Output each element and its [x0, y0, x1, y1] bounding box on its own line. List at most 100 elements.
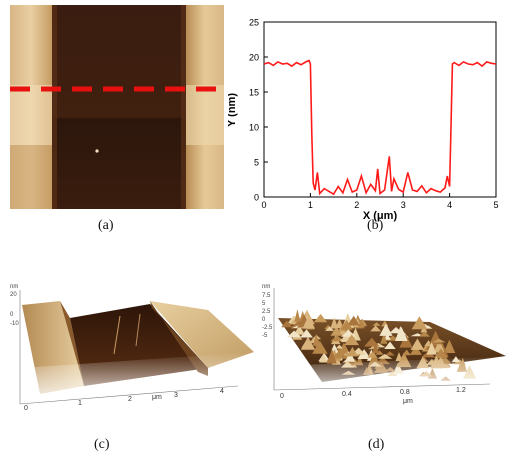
surface-grain — [293, 325, 305, 335]
surface-grain — [411, 316, 428, 330]
x-tick-1.2: 1.2 — [456, 387, 466, 394]
caption-d: (d) — [368, 437, 385, 452]
y-axis-label: Y (nm) — [228, 93, 238, 127]
surface-grain — [372, 322, 381, 326]
x-unit: μm — [403, 398, 413, 405]
surface-grain — [383, 332, 391, 340]
x-axis-label: X (μm) — [363, 210, 398, 222]
surface-grain — [384, 341, 396, 349]
surface-grain — [443, 339, 456, 353]
z-tick-5: 5 — [262, 301, 266, 307]
surface-grain — [384, 351, 395, 356]
z-tick-7.5: 7.5 — [262, 293, 271, 299]
profile-chart: 0 5 10 15 20 25 0 1 2 3 4 5 Y (nm) X (μm) — [226, 18, 499, 223]
caption-c: (c) — [94, 437, 110, 452]
surface-grain — [335, 351, 345, 356]
surface-grain — [344, 334, 359, 346]
trench-region — [52, 5, 186, 209]
surface-grain — [410, 338, 425, 350]
surface-grain — [418, 331, 430, 337]
surface-grain — [325, 326, 335, 331]
surface-grain — [301, 339, 313, 348]
surface-grain — [302, 315, 316, 329]
surface-grain — [409, 345, 422, 355]
y-tick-label: 0 — [254, 193, 259, 203]
z-tick-20: 20 — [10, 292, 17, 298]
x-tick-0: 0 — [24, 405, 28, 412]
surface-grain — [345, 351, 356, 362]
z-tick-0: 0 — [10, 312, 14, 318]
surface-grain — [312, 340, 328, 354]
right-wall-top — [150, 301, 254, 368]
surface-grain — [319, 353, 328, 363]
afm-3d-roughness-image: nm 7.5 5 2.5 0 -2.5 -5 0 0.4 0.8 μm 1.2 — [262, 284, 506, 405]
surface-grain — [372, 342, 379, 354]
z-tick-0: 0 — [262, 317, 266, 323]
y-tick-label: 20 — [249, 53, 259, 63]
surface-grain — [300, 329, 313, 338]
surface-grain — [377, 354, 393, 359]
z-unit-label: nm — [10, 284, 18, 290]
surface-grain — [364, 337, 380, 347]
x-tick-label: 1 — [308, 200, 313, 210]
surface-grain — [424, 340, 433, 347]
surface-grain — [379, 323, 393, 336]
surface-grain — [312, 333, 320, 346]
surface-grain — [330, 335, 344, 342]
surface-grain — [395, 326, 406, 341]
surface-grain — [335, 344, 343, 349]
surface-grain — [347, 315, 361, 326]
surface-grain — [340, 319, 353, 330]
surface-grain — [434, 348, 448, 358]
y-tick-label: 5 — [254, 158, 259, 168]
x-tick-3: 3 — [174, 392, 178, 399]
surface-grain — [367, 351, 378, 358]
x-tick-0.4: 0.4 — [342, 391, 352, 398]
x-tick-label: 2 — [354, 200, 359, 210]
x-tick-label: 3 — [401, 200, 406, 210]
z-tick-neg10: -10 — [10, 321, 19, 327]
x-tick-0: 0 — [280, 393, 284, 400]
surface-grain — [380, 333, 388, 344]
surface-grain — [331, 343, 338, 351]
afm-3d-trench-image: nm 20 0 -10 0 1 2 μm 3 4 — [10, 284, 254, 412]
surface-grain — [330, 326, 343, 336]
x-tick-label: 5 — [493, 200, 498, 210]
surface-grain — [375, 350, 384, 355]
surface-grain — [281, 320, 293, 328]
x-tick-0.8: 0.8 — [400, 389, 410, 396]
z-unit-label: nm — [262, 284, 270, 290]
surface-grain — [434, 338, 445, 353]
afm-3d-roughness-panel: nm 7.5 5 2.5 0 -2.5 -5 0 0.4 0.8 μm 1.2 — [260, 270, 510, 410]
surface-grain — [402, 349, 411, 356]
surface-grain — [426, 342, 437, 355]
surface-grain — [286, 330, 302, 338]
x-tick-2: 2 — [128, 396, 132, 403]
x-unit: μm — [152, 394, 162, 401]
surface-grain — [347, 346, 358, 357]
surface-grain — [344, 351, 351, 357]
surface-grain — [341, 330, 357, 337]
surface-grain — [330, 317, 339, 329]
caption-b: (b) — [367, 218, 384, 233]
x-tick-label: 4 — [447, 200, 452, 210]
surface-grain — [370, 325, 381, 332]
x-tick-label: 0 — [261, 200, 266, 210]
surface-grain — [431, 338, 446, 343]
afm-topview-panel — [10, 5, 224, 209]
y-tick-label: 15 — [249, 88, 259, 98]
z-tick-neg5: -5 — [262, 333, 268, 339]
surface-grain — [313, 313, 328, 323]
x-tick-1: 1 — [78, 400, 82, 407]
caption-a: (a) — [98, 218, 114, 233]
z-tick-neg2.5: -2.5 — [262, 325, 273, 331]
surface-grain — [294, 309, 301, 322]
x-tick-4: 4 — [220, 388, 224, 395]
y-tick-label: 25 — [249, 18, 259, 28]
afm-topview-image — [10, 5, 224, 209]
z-tick-2.5: 2.5 — [262, 309, 271, 315]
surface-grain — [368, 352, 380, 365]
y-tick-label: 10 — [249, 123, 259, 133]
series-line-profile — [263, 59, 497, 196]
surface-grain — [326, 349, 337, 364]
